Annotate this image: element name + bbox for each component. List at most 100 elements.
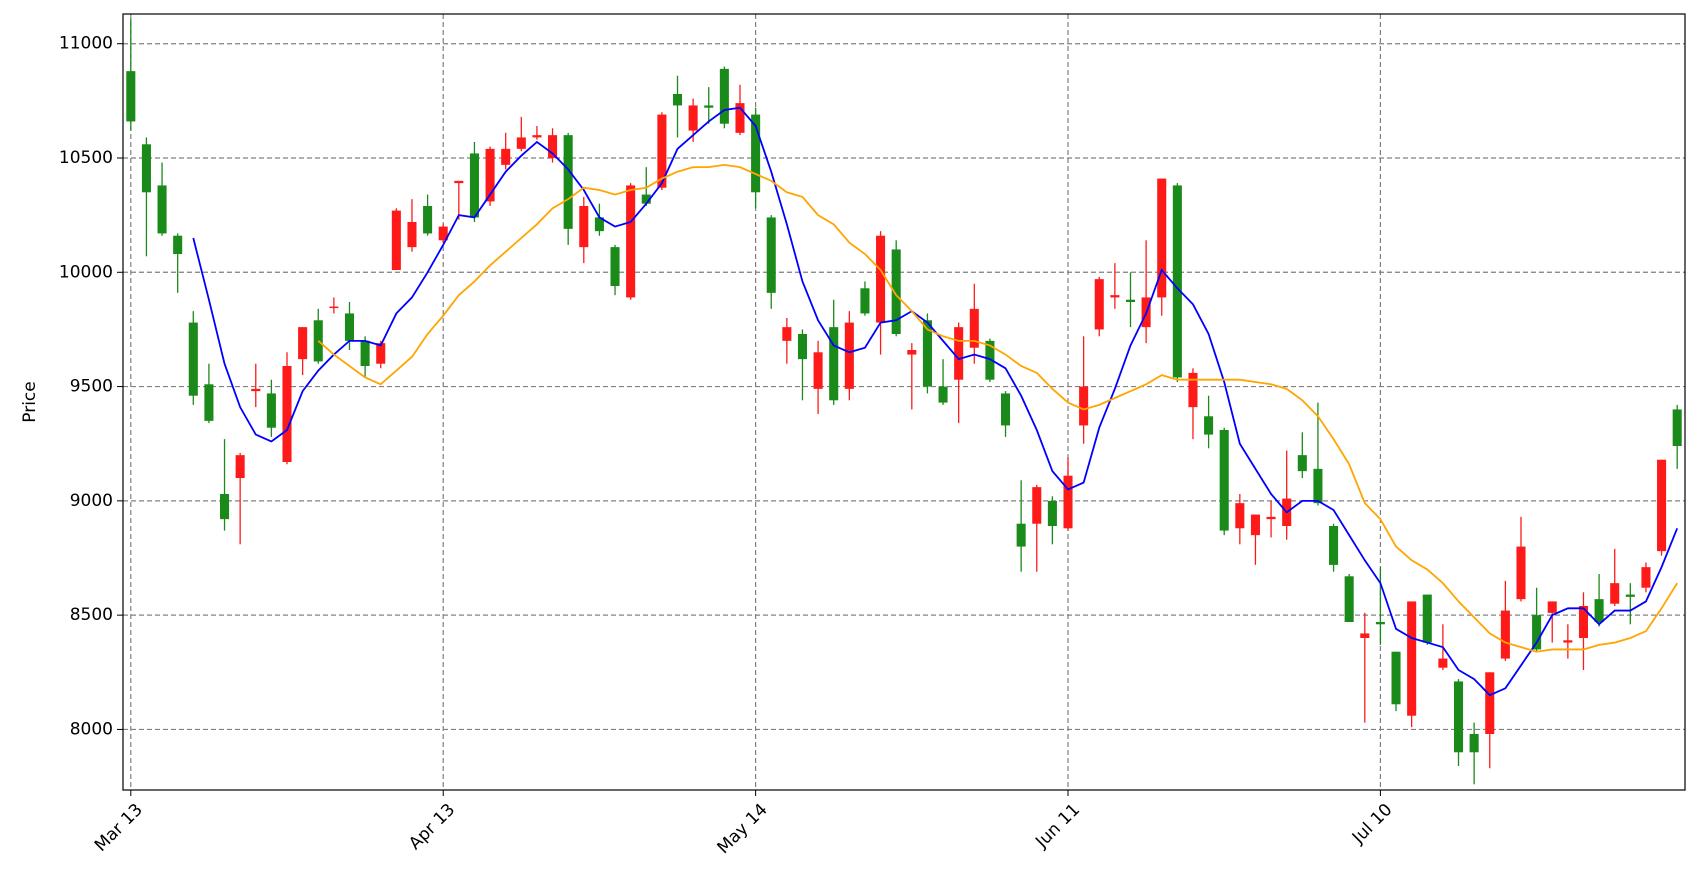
candle-body: [1204, 416, 1214, 435]
candle-body: [938, 386, 948, 403]
y-tick-label: 10000: [59, 262, 113, 282]
candle-body: [376, 343, 386, 364]
candle-body: [298, 327, 308, 360]
candle-body: [1235, 503, 1245, 529]
candle-body: [1641, 567, 1651, 588]
candle-body: [188, 322, 198, 396]
candle-body: [1219, 430, 1229, 531]
candle-body: [1063, 475, 1073, 529]
candle-body: [1657, 459, 1667, 552]
candle-body: [313, 320, 323, 362]
moving-average-line: [192, 106, 1679, 697]
candle-body: [1313, 468, 1323, 504]
candle-body: [1344, 576, 1354, 622]
candle-body: [1125, 299, 1136, 302]
y-tick-label: 8000: [70, 719, 113, 739]
candle-body: [657, 114, 667, 188]
y-tick-label: 9000: [70, 491, 113, 511]
candle-body: [454, 180, 464, 184]
candle-body: [1407, 601, 1417, 716]
candle-body: [1047, 500, 1057, 526]
x-tick-label: Apr 13: [405, 800, 459, 854]
candle-body: [1032, 487, 1042, 524]
y-tick-label: 8500: [70, 605, 113, 625]
candle-body: [469, 153, 479, 218]
candle-body: [1516, 546, 1526, 600]
candle-body: [548, 135, 558, 158]
candle-body: [1329, 526, 1339, 565]
x-tick-label: Mar 13: [91, 800, 147, 856]
candle-body: [485, 148, 495, 202]
candle-body: [829, 327, 839, 401]
candle-body: [1453, 681, 1464, 753]
candle-body: [1625, 594, 1635, 597]
candle-body: [797, 334, 807, 360]
candle-body: [1594, 599, 1604, 622]
candle-body: [1360, 633, 1370, 638]
candle-body: [1485, 672, 1495, 734]
candle-body: [438, 226, 448, 241]
x-tick-label: Jun 11: [1031, 800, 1084, 853]
y-tick-label: 11000: [59, 34, 113, 54]
candle-body: [672, 94, 683, 106]
candle-body: [1469, 734, 1479, 753]
candle-body: [688, 105, 698, 131]
candle-body: [704, 105, 714, 108]
candle-body: [766, 217, 776, 293]
candle-body: [360, 340, 370, 366]
candle-body: [1375, 622, 1385, 625]
candle-body: [641, 194, 651, 204]
candle-body: [423, 206, 433, 234]
candle-body: [1110, 295, 1120, 298]
candle-body: [1079, 386, 1089, 426]
candle-body: [1563, 640, 1573, 643]
candle-body: [1532, 615, 1542, 650]
candle-body: [876, 235, 886, 323]
candle-body: [891, 249, 901, 334]
candle-body: [1188, 372, 1198, 408]
candle-body: [220, 494, 230, 520]
candle-body: [1001, 393, 1011, 426]
candle-body: [610, 247, 620, 286]
candle-body: [969, 308, 979, 348]
candle-body: [251, 388, 261, 392]
candle-body: [719, 68, 729, 124]
candle-body: [735, 103, 745, 133]
candle-body: [1610, 583, 1620, 604]
candle-body: [204, 384, 214, 421]
candle-body: [985, 340, 995, 380]
candle-body: [844, 322, 854, 389]
candle-body: [157, 185, 167, 234]
candle-body: [1157, 178, 1167, 298]
candle-body: [579, 206, 589, 248]
y-tick-label: 9500: [70, 377, 113, 397]
candle-body: [501, 148, 511, 165]
candle-body: [594, 217, 604, 232]
candle-body: [1438, 658, 1448, 668]
candle-body: [532, 135, 542, 138]
candle-body: [1297, 455, 1307, 472]
candle-body: [1500, 610, 1510, 659]
candle-body: [173, 235, 183, 254]
candle-body: [1391, 651, 1401, 705]
candle-body: [1672, 409, 1682, 446]
candle-body: [922, 320, 932, 387]
candle-body: [626, 185, 636, 298]
candle-body: [813, 352, 823, 389]
candle-body: [1578, 606, 1588, 638]
candle-body: [782, 327, 792, 341]
x-tick-label: Jul 10: [1348, 800, 1396, 848]
candle-body: [266, 393, 276, 428]
candle-body: [391, 210, 401, 270]
candle-body: [344, 313, 355, 341]
candle-body: [407, 222, 417, 248]
plot-frame: [122, 13, 1686, 791]
candle-body: [1547, 601, 1557, 613]
candle-body: [1266, 516, 1276, 520]
candle-body: [1016, 523, 1026, 547]
candle-body: [1094, 279, 1104, 330]
candle-body: [141, 144, 151, 193]
candle-body: [860, 288, 870, 314]
y-axis-label: Price: [20, 381, 40, 422]
